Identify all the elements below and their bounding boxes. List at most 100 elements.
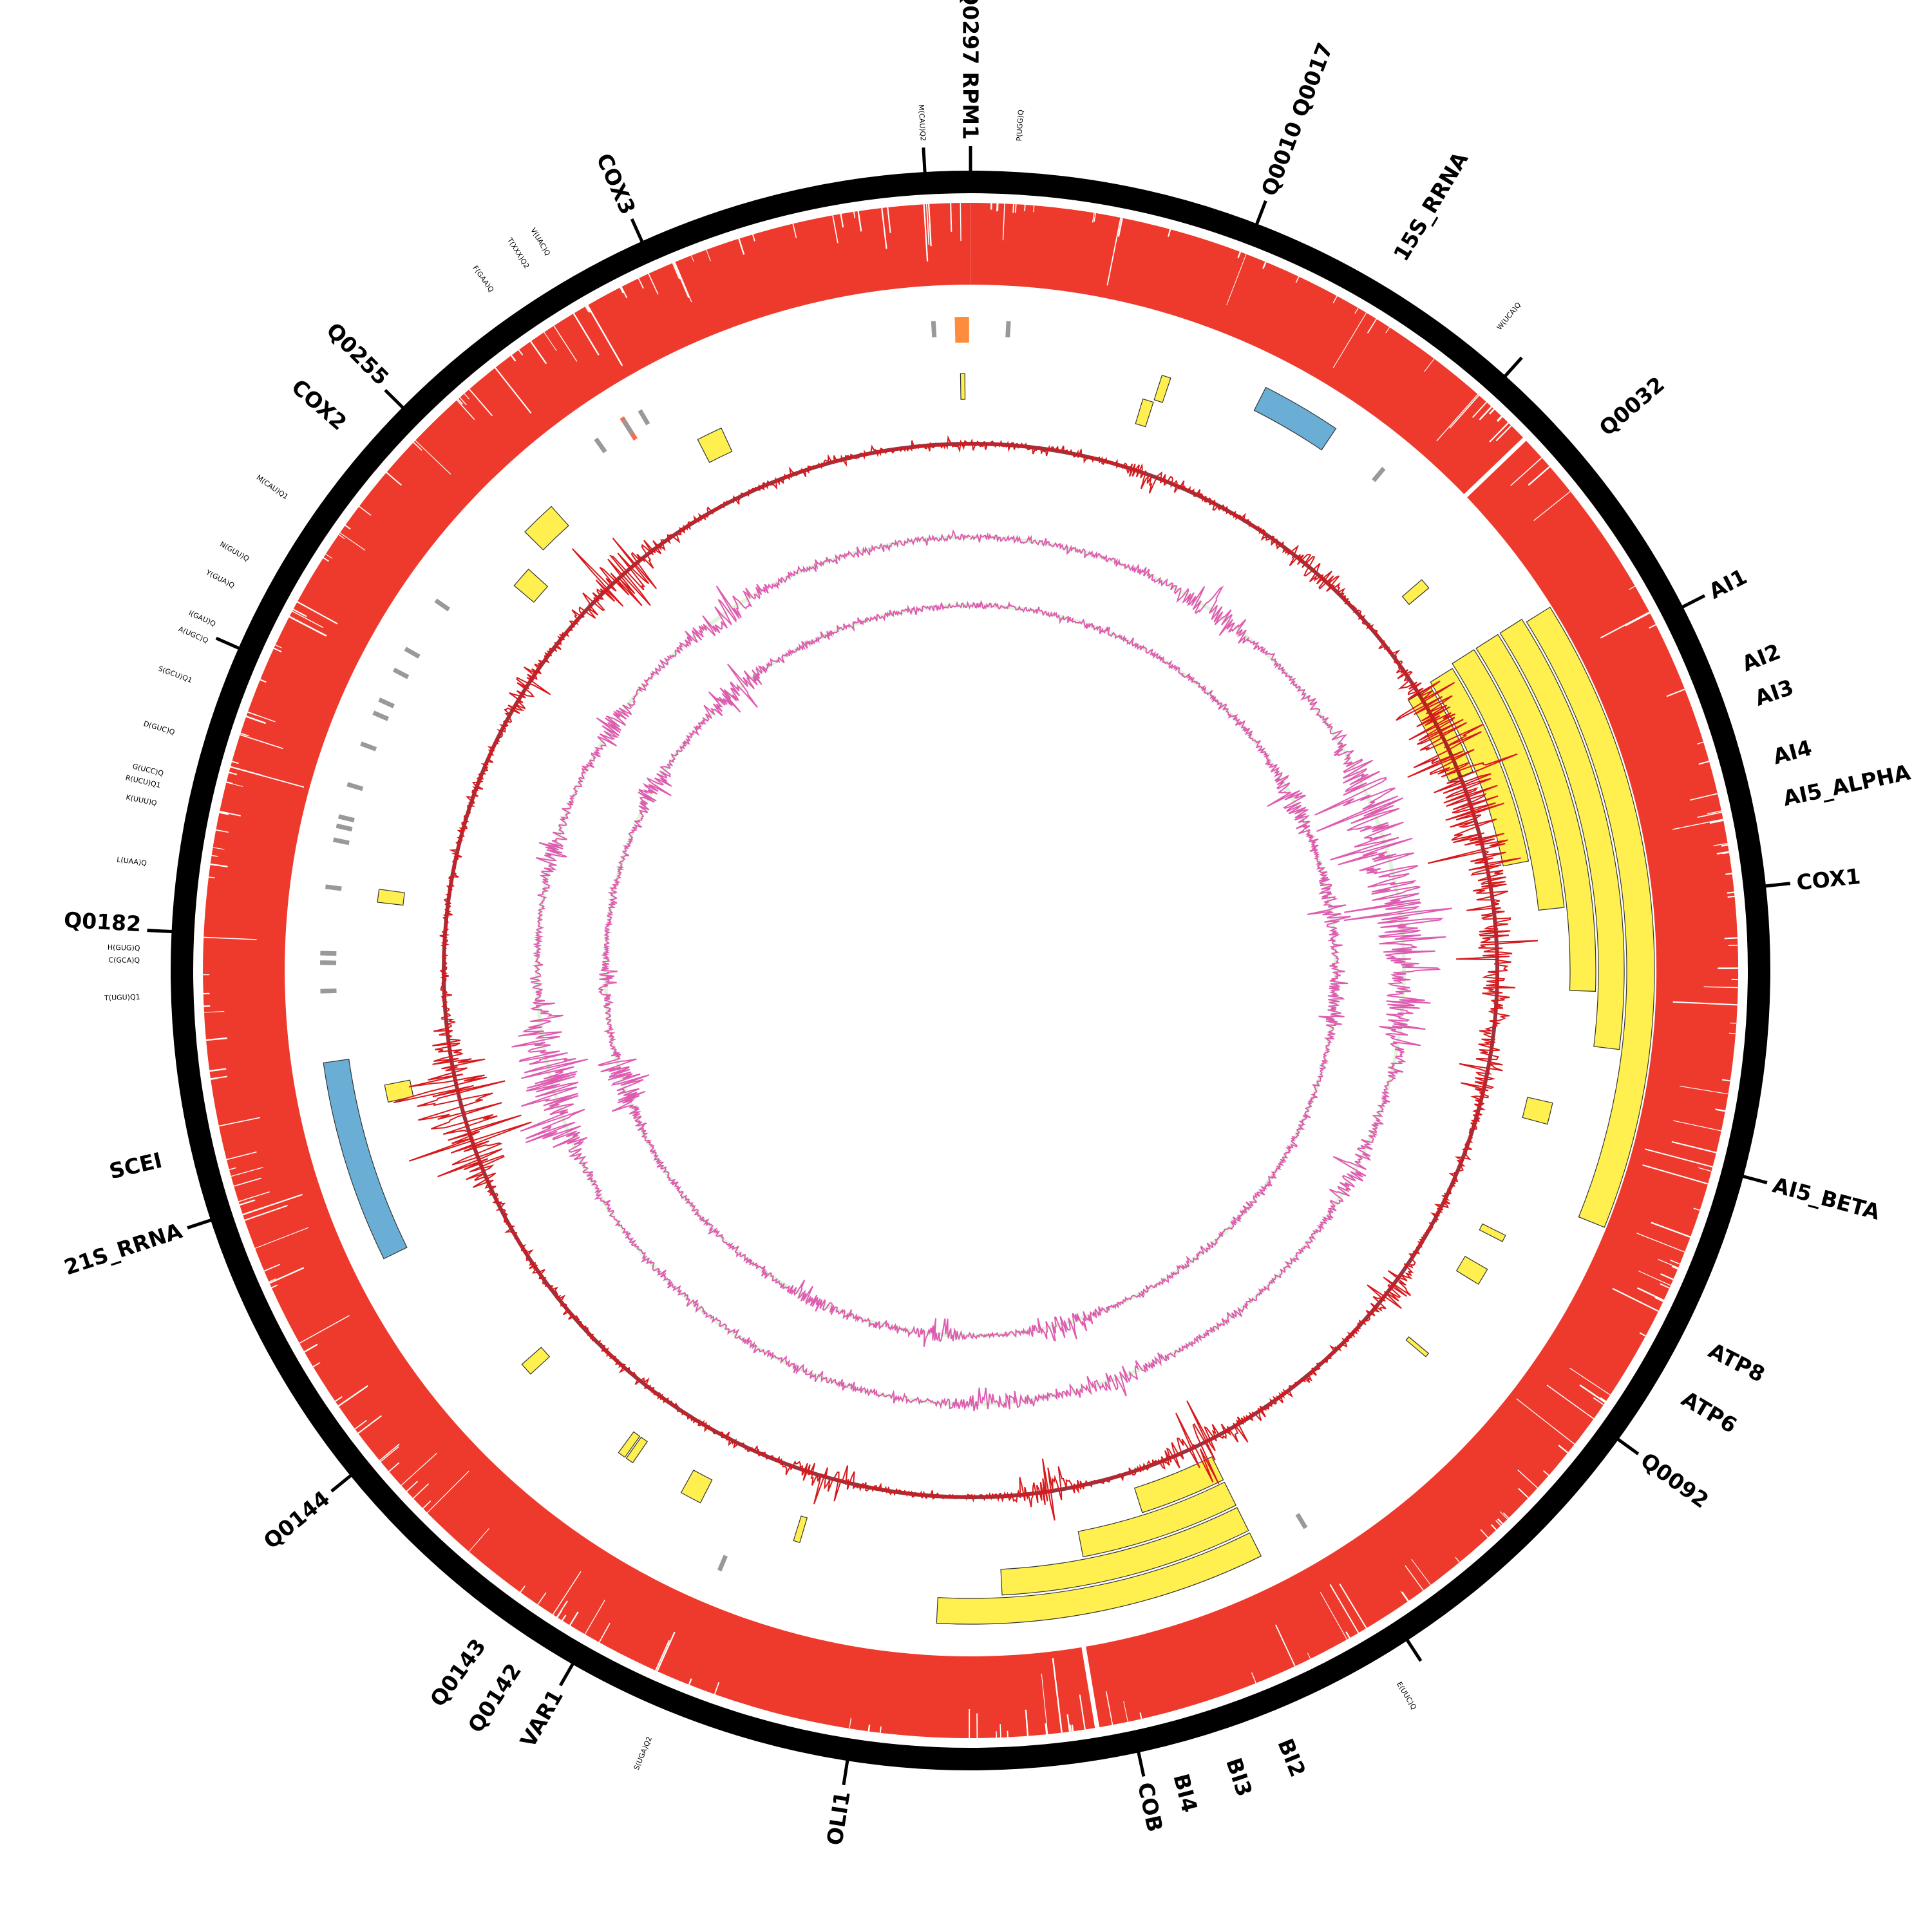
- coverage-gap: [1516, 1398, 1575, 1445]
- coverage-gap: [456, 399, 475, 421]
- coverage-gap: [1424, 358, 1435, 372]
- coverage-gap: [271, 1284, 278, 1289]
- coverage-gap: [1472, 401, 1487, 418]
- trna-feature: [1295, 1513, 1308, 1530]
- intron-feature: [524, 506, 569, 551]
- coverage-gap: [530, 341, 547, 365]
- coverage-gap: [925, 204, 930, 245]
- coverage-gap: [1405, 1565, 1424, 1591]
- coverage-gap: [219, 811, 229, 815]
- coverage-gap: [1489, 408, 1495, 415]
- coverage-gap: [1533, 491, 1571, 521]
- trna-feature: [1372, 466, 1386, 482]
- coverage-gap: [464, 393, 470, 400]
- coverage-gap: [1644, 1148, 1713, 1168]
- intron-feature: [1135, 398, 1154, 428]
- coverage-gap: [849, 1718, 852, 1729]
- coverage-gap: [1639, 1332, 1646, 1337]
- coverage-gap: [297, 601, 338, 625]
- gene-label: AI3: [1752, 674, 1797, 711]
- coverage-gap: [1698, 1167, 1712, 1172]
- scale-tick: [215, 636, 241, 650]
- trna-label: H(GUG)Q: [108, 943, 140, 952]
- trna-feature: [717, 1555, 728, 1572]
- trna-label: T(UGU)Q1: [104, 993, 140, 1003]
- coverage-gap: [556, 1600, 568, 1618]
- coverage-gap: [1354, 307, 1359, 314]
- coverage-gap: [1499, 1511, 1508, 1520]
- coverage-gap: [1517, 1469, 1538, 1489]
- rrna-feature: [323, 1059, 408, 1260]
- coverage-gap: [1722, 852, 1729, 855]
- scale-tick: [384, 388, 405, 410]
- coverage-gap: [208, 876, 215, 878]
- gene-label: COB: [1133, 1780, 1168, 1834]
- trna-label: L(UAA)Q: [117, 855, 147, 867]
- coverage-gap: [244, 1204, 288, 1221]
- coverage-gap: [209, 1068, 227, 1072]
- coverage-gap: [1713, 842, 1728, 846]
- intron-feature: [384, 1079, 414, 1103]
- coverage-gap: [1679, 1085, 1728, 1095]
- coverage-gap: [1025, 1709, 1029, 1736]
- coverage-gap: [401, 1452, 437, 1486]
- coverage-gap: [1495, 425, 1512, 442]
- coverage-gap: [1600, 611, 1650, 639]
- coverage-gap: [218, 1117, 260, 1127]
- scale-tick: [1503, 356, 1523, 378]
- coverage-gap: [1495, 1520, 1502, 1526]
- coverage-gap: [1274, 1624, 1296, 1667]
- coverage-gap: [706, 249, 711, 261]
- scale-tick: [1137, 1750, 1146, 1777]
- coverage-gap: [1697, 811, 1722, 819]
- coverage-gap: [334, 1396, 343, 1402]
- intron-feature: [1077, 1481, 1236, 1558]
- coverage-gap: [1332, 296, 1338, 303]
- coverage-gap: [656, 1631, 676, 1672]
- trna-label: P(UGG)Q: [1015, 109, 1025, 142]
- gene-label: VAR1: [515, 1685, 568, 1752]
- coverage-gap: [1543, 1470, 1549, 1476]
- trna-label: S(UGA)Q2: [632, 1736, 654, 1772]
- coverage-gap: [312, 1362, 321, 1368]
- coverage-gap: [354, 1419, 367, 1430]
- coverage-gap: [1320, 1592, 1348, 1640]
- gene-label: AI5_ALPHA: [1781, 759, 1913, 811]
- coverage-gap: [457, 399, 463, 405]
- coverage-gap: [1463, 436, 1528, 499]
- coverage-gap: [1002, 204, 1005, 241]
- coverage-gap: [415, 440, 451, 475]
- trna-feature: [931, 321, 937, 337]
- coverage-gap: [1721, 1079, 1730, 1082]
- trna-feature: [392, 667, 410, 679]
- scale-tick: [558, 1662, 575, 1687]
- intron-feature: [618, 1431, 641, 1458]
- coverage-gap: [1671, 1265, 1678, 1270]
- coverage-band: [203, 202, 1739, 1739]
- ideogram-ring-band: [171, 171, 1770, 1770]
- coverage-gap: [1727, 895, 1735, 898]
- intron-feature: [1153, 374, 1171, 403]
- coverage-gap: [468, 1528, 489, 1552]
- coverage-gap: [1658, 1258, 1679, 1269]
- coverage-gap: [1672, 819, 1723, 830]
- coverage-gap: [495, 367, 532, 414]
- scale-tick: [187, 1218, 213, 1230]
- coverage-gap: [1079, 1694, 1086, 1730]
- coverage-gap: [1579, 1384, 1606, 1403]
- coverage-gap: [1237, 251, 1242, 258]
- coverage-gap: [999, 1724, 1001, 1738]
- scale-tick: [1764, 882, 1791, 888]
- coverage-gap: [1262, 261, 1267, 269]
- coverage-gap: [1411, 1558, 1431, 1586]
- coverage-gap: [254, 1227, 309, 1249]
- scale-tick: [922, 147, 927, 174]
- coverage-gap: [1528, 466, 1551, 486]
- coverage-gap: [1071, 1724, 1074, 1732]
- coverage-gap: [1721, 844, 1728, 847]
- coverage-gap: [1226, 254, 1247, 305]
- trna-label: T(XXX)Q2: [505, 236, 531, 270]
- coverage-gap: [1385, 327, 1390, 334]
- coverage-gap: [1518, 1488, 1529, 1499]
- coverage-gap: [247, 711, 259, 717]
